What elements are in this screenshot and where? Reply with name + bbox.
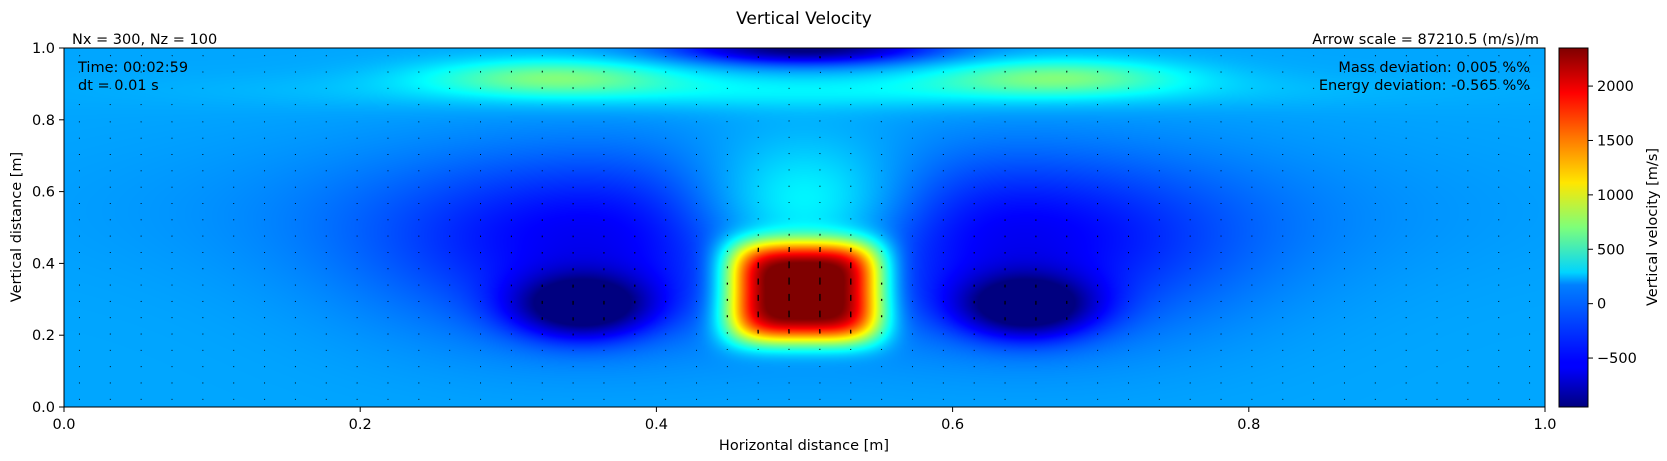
quiver-arrows <box>78 55 1531 400</box>
plot-area <box>63 47 1546 408</box>
x-tick-label: 0.0 <box>52 417 75 433</box>
time-label: Time: 00:02:59 <box>77 60 188 76</box>
x-tick-label: 0.4 <box>645 417 668 433</box>
x-tick-label: 1.0 <box>1533 417 1556 433</box>
colorbar-tick-label: 0 <box>1597 297 1606 313</box>
y-axis: 0.0 0.2 0.4 0.6 0.8 1.0 <box>32 41 64 416</box>
quiver-arrow <box>757 71 760 73</box>
colorbar-tick-label: −500 <box>1597 351 1637 367</box>
quiver-arrow <box>79 55 81 57</box>
y-tick-label: 0.8 <box>32 113 55 129</box>
dt-label: dt = 0.01 s <box>78 78 159 94</box>
colorbar-label: Vertical velocity [m/s] <box>1645 148 1661 306</box>
quiver-arrow <box>1529 55 1531 57</box>
quiver-arrow <box>880 121 882 123</box>
x-axis: 0.0 0.2 0.4 0.6 0.8 1.0 <box>52 407 1557 433</box>
colorbar-ticks: −500 0 500 1000 1500 2000 <box>1588 79 1637 367</box>
arrow-scale-label: Arrow scale = 87210.5 (m/s)/m <box>1312 32 1539 48</box>
y-axis-label: Vertical distance [m] <box>9 152 25 302</box>
x-axis-label: Horizontal distance [m] <box>719 438 889 454</box>
quiver-arrow <box>850 71 852 73</box>
x-tick-label: 0.6 <box>941 417 964 433</box>
quiver-arrow <box>726 121 728 123</box>
y-tick-label: 0.2 <box>32 328 55 344</box>
colorbar-tick-label: 500 <box>1597 242 1625 258</box>
colorbar-tick-label: 1000 <box>1597 188 1634 204</box>
energy-deviation-label: Energy deviation: -0.565 %% <box>1319 78 1530 94</box>
mass-deviation-label: Mass deviation: 0.005 %% <box>1338 60 1530 76</box>
chart-title: Vertical Velocity <box>736 9 872 29</box>
quiver-arrow <box>973 55 976 58</box>
plot-frame <box>63 47 1546 408</box>
y-tick-label: 0.0 <box>32 400 55 416</box>
grid-info-label: Nx = 300, Nz = 100 <box>72 32 217 48</box>
colorbar-tick-label: 1500 <box>1597 133 1634 149</box>
colorbar: −500 0 500 1000 1500 2000 Vertical velocity [… <box>1558 47 1661 408</box>
quiver-arrow <box>634 55 636 58</box>
colorbar-tick-label: 2000 <box>1597 79 1634 95</box>
y-tick-label: 0.6 <box>32 185 55 201</box>
x-tick-label: 0.8 <box>1237 417 1260 433</box>
colorbar-gradient <box>1558 47 1589 408</box>
y-tick-label: 1.0 <box>32 41 55 57</box>
y-tick-label: 0.4 <box>32 256 55 272</box>
x-tick-label: 0.2 <box>349 417 372 433</box>
